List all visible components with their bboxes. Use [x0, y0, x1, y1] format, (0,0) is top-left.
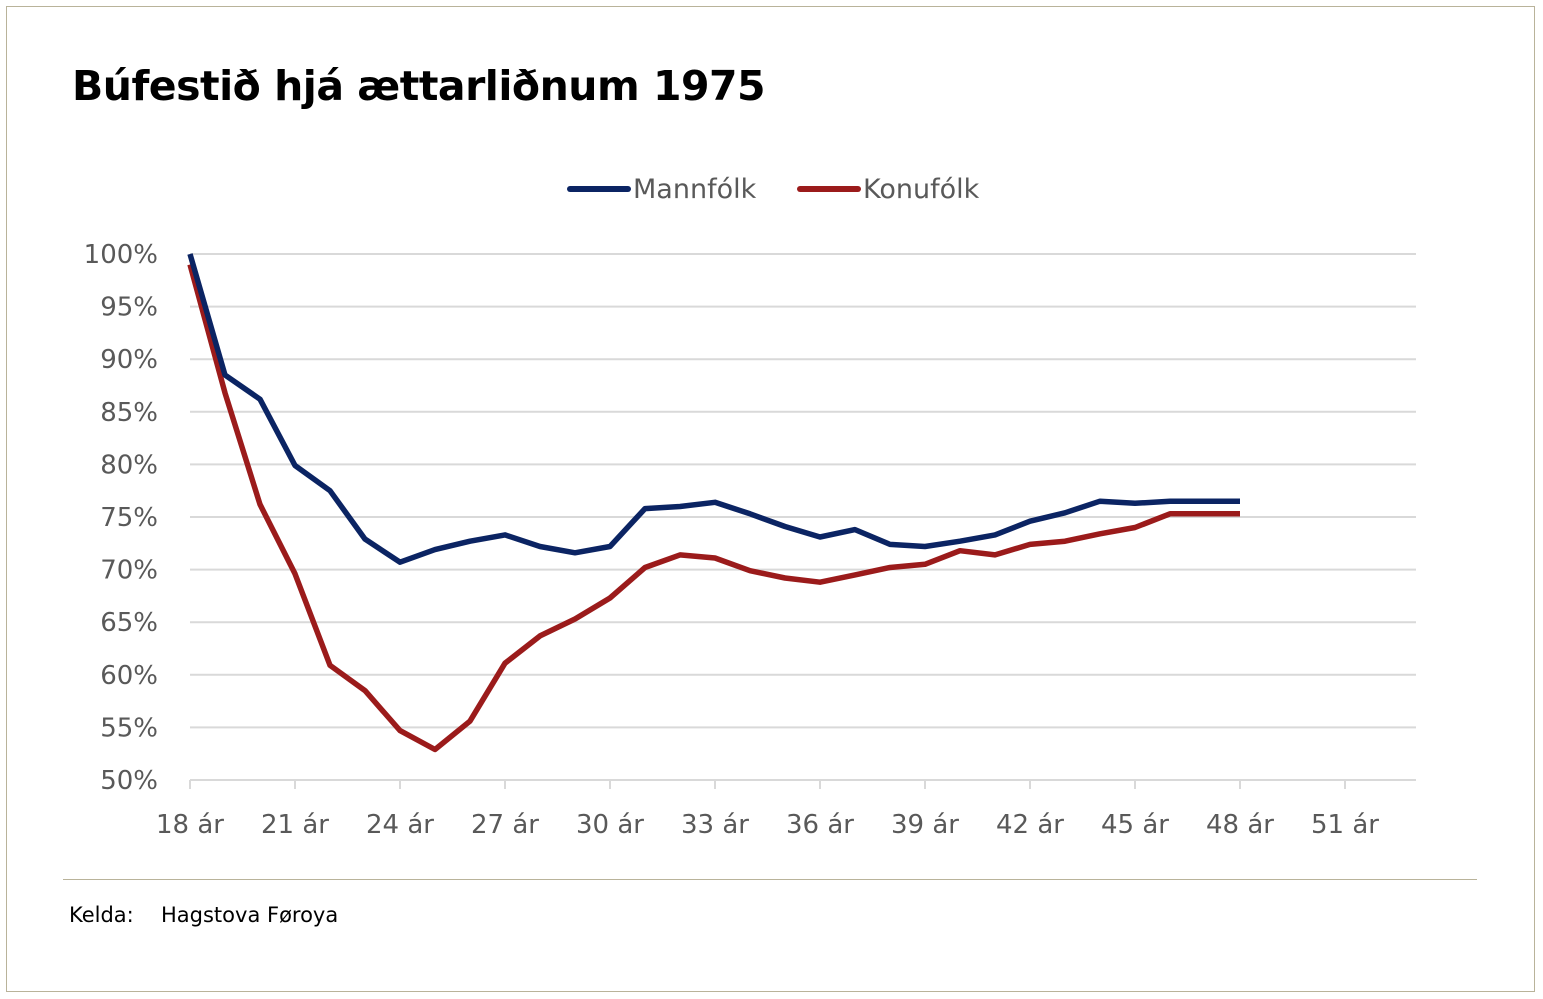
y-tick-label: 90%	[100, 345, 158, 375]
y-tick-label: 100%	[84, 240, 158, 270]
y-tick-label: 55%	[100, 713, 158, 743]
x-tick-label: 42 ár	[996, 810, 1064, 840]
y-tick-label: 80%	[100, 450, 158, 480]
legend-label-men: Mannfólk	[633, 174, 757, 205]
y-tick-label: 65%	[100, 608, 158, 638]
chart-title: Búfestið hjá ættarliðnum 1975	[72, 62, 766, 110]
y-tick-label: 50%	[100, 766, 158, 796]
x-tick-label: 39 ár	[891, 810, 959, 840]
x-tick-label: 51 ár	[1311, 810, 1379, 840]
legend-label-women: Konufólk	[863, 174, 980, 205]
x-tick-label: 36 ár	[786, 810, 854, 840]
chart-frame	[6, 6, 1535, 992]
series-line-women	[187, 263, 1240, 753]
y-tick-label: 70%	[100, 556, 158, 586]
source-note: Kelda: Hagstova Føroya	[69, 903, 338, 927]
x-tick-label: 24 ár	[366, 810, 434, 840]
y-tick-label: 75%	[100, 503, 158, 533]
x-tick-label: 18 ár	[156, 810, 224, 840]
source-divider	[63, 879, 1477, 880]
y-tick-label: 85%	[100, 398, 158, 428]
x-tick-label: 33 ár	[681, 810, 749, 840]
x-tick-label: 48 ár	[1206, 810, 1274, 840]
y-tick-label: 95%	[100, 293, 158, 323]
x-tick-label: 27 ár	[471, 810, 539, 840]
source-label: Kelda:	[69, 903, 134, 927]
y-tick-label: 60%	[100, 661, 158, 691]
series-line-men	[187, 253, 1240, 565]
x-tick-label: 45 ár	[1101, 810, 1169, 840]
x-tick-label: 21 ár	[261, 810, 329, 840]
source-value: Hagstova Føroya	[161, 903, 339, 927]
x-tick-label: 30 ár	[576, 810, 644, 840]
